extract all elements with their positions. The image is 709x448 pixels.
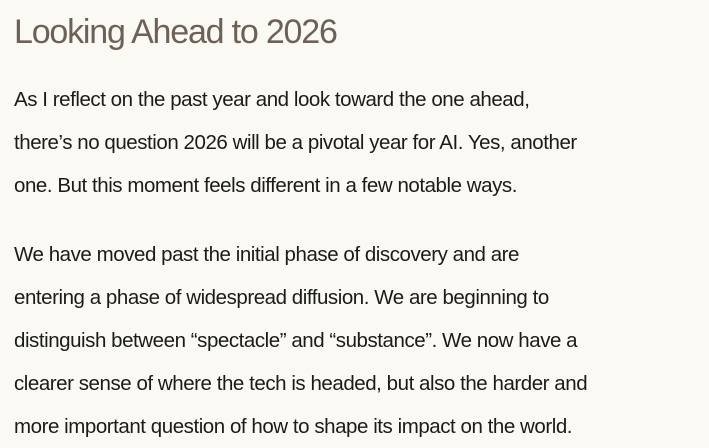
paragraph-1-line-2: there’s no question 2026 will be a pivot… [14,131,577,154]
paragraph-2-line-2: entering a phase of widespread diffusion… [14,286,549,309]
paragraph-2-line-1: We have moved past the initial phase of … [14,243,519,266]
paragraph-1: As I reflect on the past year and look t… [14,78,695,207]
paragraph-1-line-1: As I reflect on the past year and look t… [14,88,530,111]
paragraph-1-line-3: one. But this moment feels different in … [14,174,517,197]
paragraph-2-line-4: clearer sense of where the tech is heade… [14,372,588,395]
paragraph-2-line-5: more important question of how to shape … [14,415,573,438]
paragraph-2-line-3: distinguish between “spectacle” and “sub… [14,329,578,352]
paragraph-2: We have moved past the initial phase of … [14,233,695,448]
page-title: Looking Ahead to 2026 [14,13,338,51]
